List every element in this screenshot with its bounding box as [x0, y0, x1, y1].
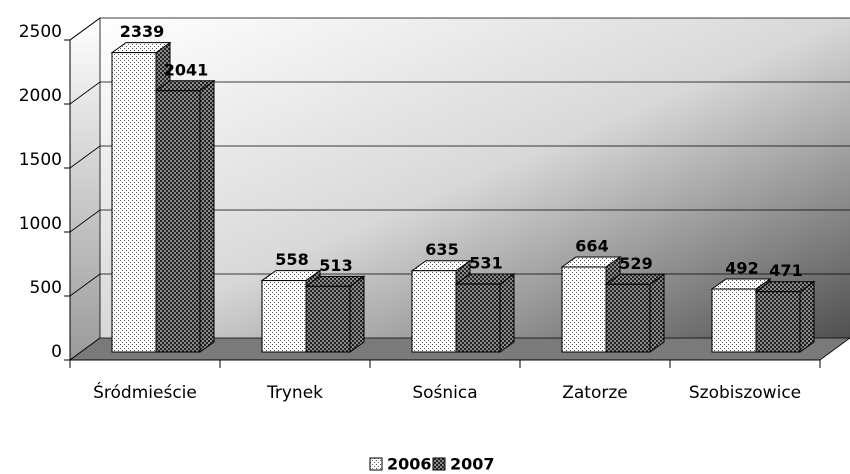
y-tick-label: 0 — [51, 342, 62, 362]
data-label: 558 — [275, 250, 308, 269]
bar-front — [711, 288, 757, 353]
x-tick-label: Trynek — [266, 383, 323, 403]
y-tick-label: 1500 — [19, 150, 62, 170]
grid-line — [69, 145, 101, 169]
data-label: 2041 — [164, 60, 209, 79]
data-label: 531 — [469, 254, 502, 273]
data-label: 492 — [725, 259, 758, 278]
y-tick-label: 500 — [30, 278, 62, 298]
bar-front — [261, 280, 307, 353]
bar-front — [411, 270, 457, 353]
bar — [154, 79, 216, 353]
data-label: 2339 — [120, 22, 165, 41]
y-tick-label: 2500 — [19, 22, 62, 42]
bar-front — [561, 266, 607, 353]
grid-line — [69, 81, 101, 105]
legend-swatch — [369, 457, 383, 471]
bar-front — [605, 283, 651, 353]
bar-side — [649, 273, 665, 353]
y-tick-label: 2000 — [19, 86, 62, 106]
legend-swatch — [432, 457, 446, 471]
data-label: 635 — [425, 240, 458, 259]
bar-front — [755, 291, 801, 353]
x-tick-label: Śródmieście — [93, 381, 197, 403]
bar — [304, 275, 366, 353]
data-label: 529 — [619, 254, 652, 273]
bar-side — [499, 273, 515, 353]
x-tick-label: Szobiszowice — [689, 383, 801, 403]
x-tick-label: Sośnica — [412, 383, 477, 403]
grid-line — [69, 209, 101, 233]
bar-side — [199, 79, 215, 353]
data-label: 513 — [319, 256, 352, 275]
bar-front — [155, 90, 201, 353]
data-label: 471 — [769, 261, 802, 280]
legend-label: 2006 — [387, 455, 432, 474]
grid-line — [69, 17, 101, 41]
bar — [754, 280, 816, 353]
bar-side — [799, 280, 815, 353]
bar-front — [455, 283, 501, 353]
side-wall — [69, 17, 101, 361]
grid-line — [69, 273, 101, 297]
x-tick-label: Zatorze — [562, 383, 628, 403]
bar — [454, 273, 516, 353]
bar — [560, 256, 622, 353]
bar-front — [305, 285, 351, 353]
y-tick-label: 1000 — [19, 214, 62, 234]
data-label: 664 — [575, 237, 608, 256]
legend-label: 2007 — [450, 455, 495, 474]
bar-front — [111, 52, 157, 353]
bar-side — [349, 275, 365, 353]
bar — [604, 273, 666, 353]
back-wall — [100, 18, 850, 338]
